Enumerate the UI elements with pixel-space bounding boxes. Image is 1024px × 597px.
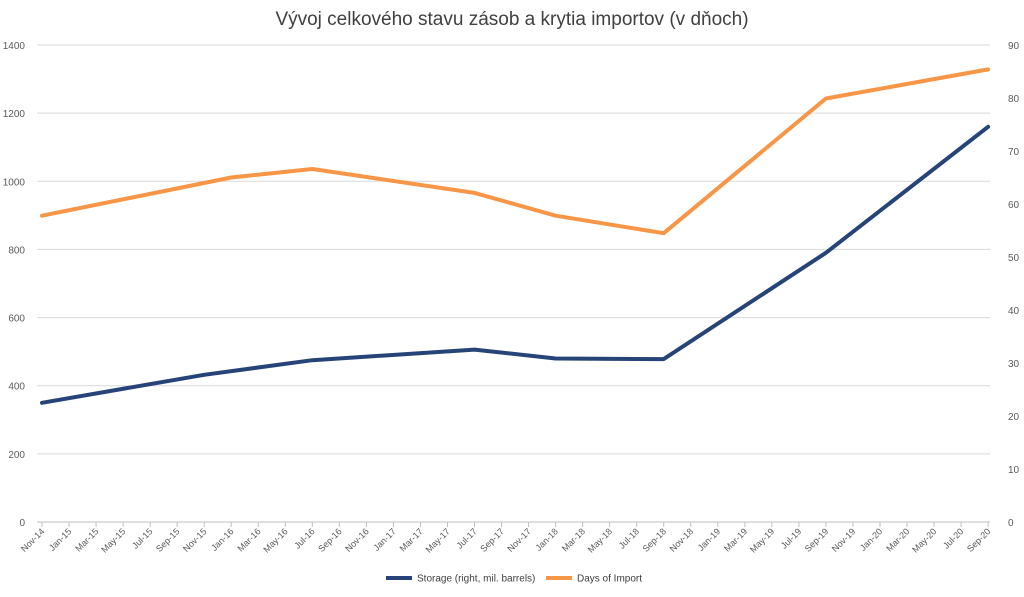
x-tick-label: Nov-15 bbox=[181, 526, 209, 554]
series-line-storage-right-mil-barrels bbox=[40, 124, 991, 405]
x-tick-label: Mar-17 bbox=[398, 526, 425, 553]
x-tick-label: Mar-18 bbox=[560, 526, 587, 553]
x-tick-label: Jan-15 bbox=[47, 526, 74, 553]
x-tick-label: Jul-18 bbox=[617, 526, 641, 550]
left-tick-label: 1400 bbox=[3, 41, 26, 52]
left-tick-label: 0 bbox=[19, 518, 25, 529]
x-tick-label: Jul-15 bbox=[130, 526, 154, 550]
x-tick-label: Sep-18 bbox=[641, 526, 669, 554]
x-tick-label: Jan-19 bbox=[696, 526, 723, 553]
x-tick-label: Jul-17 bbox=[455, 526, 479, 550]
x-tick-label: Jan-20 bbox=[858, 526, 885, 553]
right-tick-label: 80 bbox=[1008, 94, 1020, 105]
x-tick-label: Sep-19 bbox=[803, 526, 831, 554]
left-tick-label: 800 bbox=[8, 245, 25, 256]
right-tick-label: 60 bbox=[1008, 200, 1020, 211]
x-tick-label: Jul-16 bbox=[292, 526, 316, 550]
x-tick-label: Nov-16 bbox=[343, 526, 371, 554]
x-tick-label: Mar-15 bbox=[73, 526, 100, 553]
x-tick-label: Nov-18 bbox=[668, 526, 696, 554]
legend-label-days-of-import: Days of Import bbox=[577, 574, 642, 585]
right-tick-label: 70 bbox=[1008, 147, 1020, 158]
x-tick-label: Sep-16 bbox=[316, 526, 344, 554]
right-tick-label: 30 bbox=[1008, 359, 1020, 370]
x-tick-label: Mar-20 bbox=[884, 526, 911, 553]
x-tick-label: Nov-17 bbox=[505, 526, 533, 554]
legend: Storage (right, mil. barrels) Days of Imp… bbox=[386, 574, 642, 585]
x-tick-label: Nov-14 bbox=[19, 526, 47, 554]
x-tick-label: Mar-19 bbox=[722, 526, 749, 553]
x-tick-label: May-20 bbox=[910, 526, 938, 554]
x-tick-label: Jul-19 bbox=[779, 526, 803, 550]
x-tick-label: Jan-18 bbox=[533, 526, 560, 553]
right-tick-label: 10 bbox=[1008, 465, 1020, 476]
chart-title: Vývoj celkového stavu zásob a krytia imp… bbox=[275, 9, 748, 30]
x-tick-label: May-19 bbox=[748, 526, 776, 554]
left-tick-label: 1200 bbox=[3, 109, 26, 120]
x-tick-label: Jul-20 bbox=[941, 526, 965, 550]
right-tick-label: 50 bbox=[1008, 253, 1020, 264]
left-tick-label: 1000 bbox=[3, 177, 26, 188]
series-lines bbox=[40, 67, 991, 405]
left-tick-label: 600 bbox=[8, 314, 25, 325]
x-tick-label: May-16 bbox=[261, 526, 289, 554]
right-tick-label: 90 bbox=[1008, 41, 1020, 52]
x-tick-label: Jan-16 bbox=[209, 526, 236, 553]
x-tick-label: May-18 bbox=[586, 526, 614, 554]
left-tick-label: 200 bbox=[8, 450, 25, 461]
left-axis: 0 200 400 600 800 1000 1200 1400 bbox=[3, 41, 26, 529]
legend-label-storage-right-mil-barrels: Storage (right, mil. barrels) bbox=[417, 574, 535, 585]
gridlines bbox=[37, 44, 990, 523]
left-tick-label: 400 bbox=[8, 382, 25, 393]
x-tick-label: Sep-17 bbox=[478, 526, 506, 554]
x-tick-label: Mar-16 bbox=[235, 526, 262, 553]
x-tick-label: Jan-17 bbox=[371, 526, 398, 553]
series-line-days-of-import bbox=[40, 67, 991, 236]
right-tick-label: 40 bbox=[1008, 306, 1020, 317]
right-tick-label: 0 bbox=[1008, 518, 1014, 529]
right-axis: 0 10 20 30 40 50 60 70 80 90 bbox=[1008, 41, 1020, 529]
x-tick-label: Sep-15 bbox=[154, 526, 182, 554]
x-tick-label: Sep-20 bbox=[965, 526, 993, 554]
x-tick-label: May-15 bbox=[99, 526, 127, 554]
right-tick-label: 20 bbox=[1008, 412, 1020, 423]
x-tick-label: Nov-19 bbox=[830, 526, 858, 554]
x-tick-label: May-17 bbox=[424, 526, 452, 554]
